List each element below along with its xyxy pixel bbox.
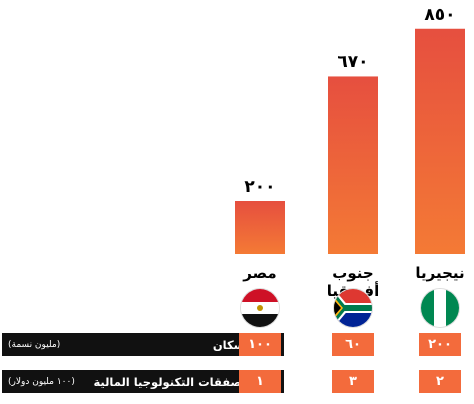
country-label-egypt: مصر (243, 264, 277, 282)
egypt-flag-icon (241, 289, 279, 327)
fintech-deals-row-label: أضخم صفقات التكنولوجيا المالية (١٠٠ مليو… (2, 370, 284, 393)
bar-1 (328, 76, 378, 254)
population-cell-south-africa: ٦٠ (332, 333, 374, 356)
fintech-deals-cell-south-africa: ٣ (332, 370, 374, 393)
bar-0 (235, 201, 285, 254)
fintech-deals-label: أضخم صفقات التكنولوجيا المالية (93, 374, 278, 389)
country-label-nigeria: نيجيريا (415, 264, 465, 282)
bar-value-label: ٨٥٠ (424, 4, 456, 25)
fintech-deals-cell-egypt: ١ (239, 370, 281, 393)
south-africa-flag-icon (334, 289, 372, 327)
fintech-deals-cell-nigeria: ٢ (419, 370, 461, 393)
fintech-deals-unit: (١٠٠ مليون دولار) (8, 376, 75, 387)
population-cell-nigeria: ٢٠٠ (419, 333, 461, 356)
population-cell-egypt: ١٠٠ (239, 333, 281, 356)
bar-2 (415, 28, 465, 254)
nigeria-flag-icon (421, 289, 459, 327)
population-unit: (مليون نسمة) (8, 339, 61, 350)
bar-value-label: ٦٧٠ (337, 52, 369, 73)
bar-value-label: ٢٠٠ (244, 177, 276, 197)
